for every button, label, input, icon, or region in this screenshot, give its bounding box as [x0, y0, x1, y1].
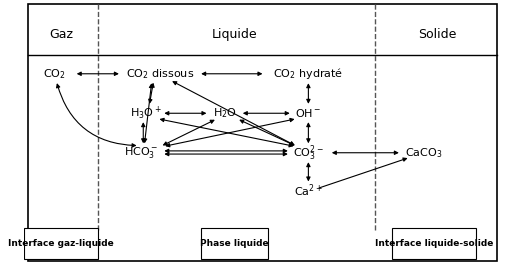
Text: CO$_3^{2-}$: CO$_3^{2-}$: [293, 143, 324, 163]
Text: OH$^-$: OH$^-$: [295, 107, 321, 119]
Text: Solide: Solide: [418, 28, 457, 41]
FancyBboxPatch shape: [24, 228, 98, 259]
Text: Interface gaz-liquide: Interface gaz-liquide: [8, 239, 114, 248]
Text: Phase liquide: Phase liquide: [200, 239, 269, 248]
FancyBboxPatch shape: [28, 4, 497, 261]
Text: HCO$_3^-$: HCO$_3^-$: [124, 145, 158, 160]
Text: CO$_2$ dissous: CO$_2$ dissous: [126, 67, 194, 81]
Text: H$_3$O$^+$: H$_3$O$^+$: [130, 105, 162, 122]
FancyBboxPatch shape: [201, 228, 268, 259]
Text: Gaz: Gaz: [49, 28, 73, 41]
Text: Interface liquide-solide: Interface liquide-solide: [375, 239, 493, 248]
Text: CO$_2$ hydraté: CO$_2$ hydraté: [273, 66, 343, 81]
Text: Liquide: Liquide: [211, 28, 257, 41]
Text: Ca$^{2+}$: Ca$^{2+}$: [294, 182, 323, 199]
Text: CaCO$_3$: CaCO$_3$: [405, 146, 442, 160]
FancyBboxPatch shape: [392, 228, 476, 259]
Text: CO$_2$: CO$_2$: [43, 67, 66, 81]
Text: H$_2$O: H$_2$O: [213, 106, 237, 120]
